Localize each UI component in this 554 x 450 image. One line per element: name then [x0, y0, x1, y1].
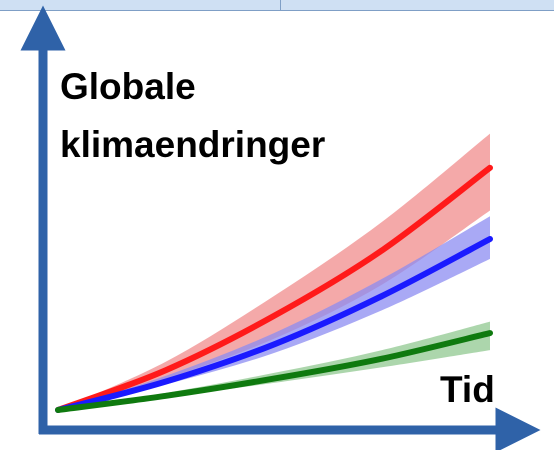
banner-divider — [280, 0, 281, 11]
x-axis-label: Tid — [440, 369, 495, 410]
series-1-line — [55, 164, 493, 413]
top-banner — [0, 0, 554, 11]
series-2-line — [55, 236, 493, 413]
series-3-line — [55, 330, 493, 413]
series-lines — [55, 164, 493, 413]
y-axis-label: Globale klimaendringer — [60, 66, 326, 165]
